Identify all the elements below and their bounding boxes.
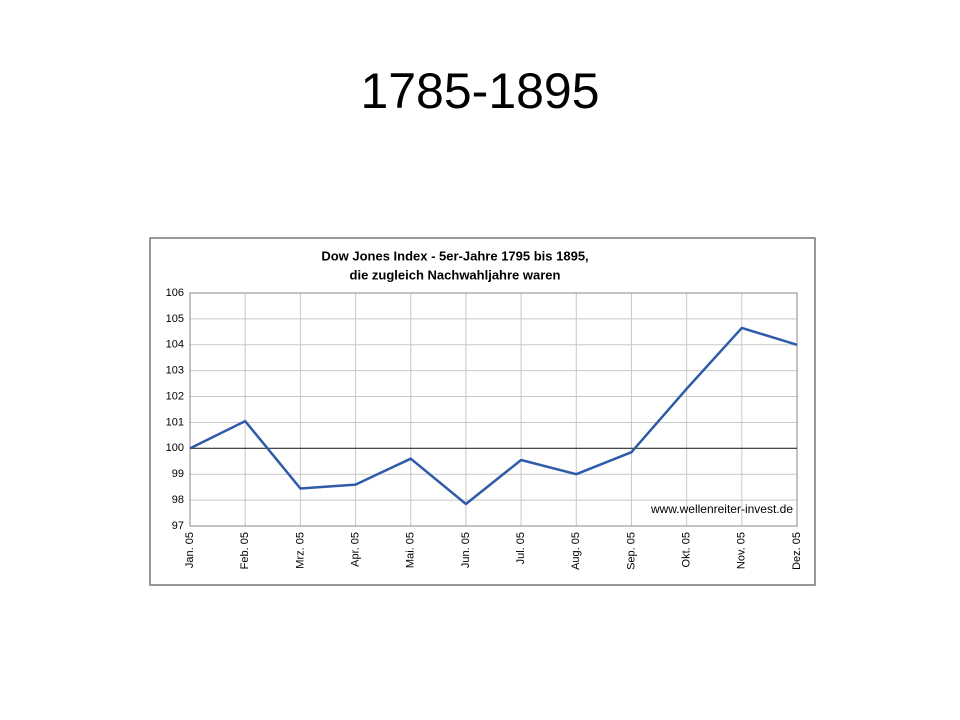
y-tick-label: 98 [172, 494, 184, 506]
plot-frame [189, 292, 798, 527]
x-tick-label: Nov. 05 [736, 532, 748, 569]
y-tick-label: 100 [166, 442, 184, 454]
chart-frame [149, 237, 816, 586]
y-tick-label: 99 [172, 468, 184, 480]
x-tick-label: Sep. 05 [625, 532, 637, 570]
x-tick-label: Jan. 05 [184, 532, 196, 568]
annotation: www.wellenreiter-invest.de [650, 502, 793, 516]
y-tick-label: 105 [166, 313, 184, 325]
x-tick-label: Apr. 05 [349, 532, 361, 567]
x-tick-label: Feb. 05 [239, 532, 251, 569]
chart-subtitle: die zugleich Nachwahljahre waren [350, 267, 561, 282]
x-tick-label: Jul. 05 [515, 532, 527, 564]
x-tick-label: Mai. 05 [405, 532, 417, 568]
slide-title: 1785-1895 [360, 63, 599, 119]
x-tick-label: Aug. 05 [570, 532, 582, 570]
y-tick-label: 104 [166, 339, 184, 351]
y-tick-label: 97 [172, 520, 184, 532]
x-tick-label: Mrz. 05 [294, 532, 306, 569]
chart-title: Dow Jones Index - 5er-Jahre 1795 bis 189… [321, 248, 588, 263]
x-tick-label: Dez. 05 [791, 532, 803, 570]
y-tick-label: 102 [166, 390, 184, 402]
data-line [189, 326, 798, 506]
x-tick-label: Jun. 05 [460, 532, 472, 568]
y-tick-label: 106 [166, 287, 184, 299]
y-tick-label: 101 [166, 416, 184, 428]
y-tick-label: 103 [166, 365, 184, 377]
x-tick-label: Okt. 05 [681, 532, 693, 567]
